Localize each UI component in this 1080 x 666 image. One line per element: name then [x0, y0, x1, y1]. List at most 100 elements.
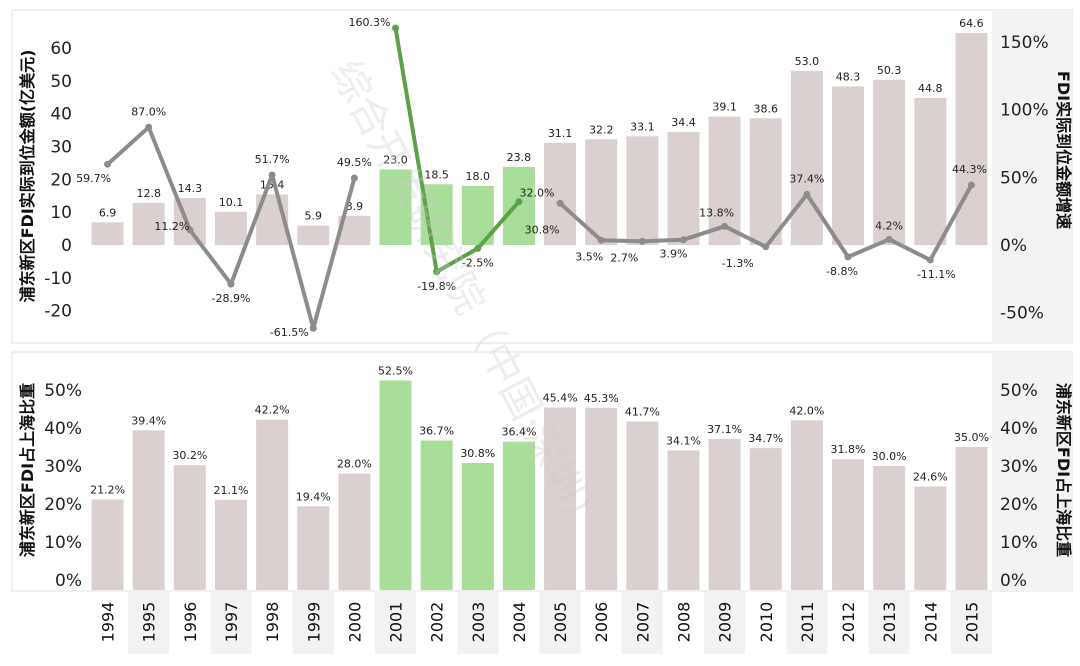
year-label: 2009: [716, 602, 735, 643]
growth-point: [145, 123, 153, 131]
year-label: 1997: [222, 602, 241, 643]
growth-point: [885, 235, 893, 243]
share-bar: [708, 439, 741, 590]
year-label: 2006: [592, 602, 611, 643]
growth-point: [515, 198, 523, 206]
share-label: 41.7%: [625, 406, 660, 419]
share-bar: [173, 465, 206, 590]
share-bar: [297, 506, 330, 590]
bottom-right-tick: 40%: [1000, 419, 1038, 439]
share-bar: [749, 448, 782, 590]
fdi-amount-bar: [955, 32, 988, 245]
share-label: 21.1%: [214, 484, 249, 497]
share-label: 39.4%: [131, 414, 166, 427]
top-left-tick: 30: [50, 138, 72, 158]
growth-point: [926, 256, 934, 264]
year-band: [621, 592, 663, 654]
bottom-left-tick: 40%: [44, 419, 82, 439]
share-label: 52.5%: [378, 365, 413, 378]
top-panel-frame: [11, 9, 1073, 344]
share-label: 36.7%: [419, 425, 454, 438]
growth-point: [350, 174, 358, 182]
fdi-amount-label: 18.5: [424, 168, 449, 181]
fdi-amount-label: 34.4: [671, 116, 696, 129]
share-bar: [132, 430, 165, 590]
growth-label: 87.0%: [131, 105, 166, 118]
year-band: [457, 592, 499, 654]
fdi-amount-label: 10.1: [219, 196, 244, 209]
fdi-amount-label: 12.8: [136, 187, 161, 200]
share-label: 37.1%: [707, 423, 742, 436]
top-left-axis-title: 浦东新区FDI实际到位金额(亿美元): [18, 50, 37, 303]
year-label: 2011: [798, 602, 817, 643]
growth-point: [433, 268, 441, 276]
bottom-left-tick: 10%: [44, 533, 82, 553]
share-label: 21.2%: [90, 483, 125, 496]
top-right-axis-title: FDI实际到位金额增速: [1054, 71, 1073, 229]
share-bar: [914, 486, 947, 590]
fdi-amount-label: 44.8: [918, 82, 943, 95]
bottom-left-tick: 30%: [44, 457, 82, 477]
growth-label: -19.8%: [417, 280, 456, 293]
growth-point: [803, 190, 811, 198]
share-label: 36.4%: [501, 426, 536, 439]
bottom-left-tick: 50%: [44, 381, 82, 401]
growth-point: [638, 237, 646, 245]
year-band: [868, 592, 910, 654]
year-label: 2014: [921, 602, 940, 643]
share-label: 28.0%: [337, 458, 372, 471]
fdi-amount-label: 38.6: [754, 102, 779, 115]
growth-label: -28.9%: [212, 292, 251, 305]
fdi-amount-label: 39.1: [712, 101, 737, 114]
fdi-amount-bar: [91, 222, 124, 245]
top-right-tick: 0%: [1000, 236, 1027, 256]
top-left-tick: -10: [44, 269, 72, 289]
growth-label: 160.3%: [349, 16, 391, 29]
growth-point: [721, 222, 729, 230]
fdi-amount-bar: [585, 139, 618, 245]
year-label: 2008: [675, 602, 694, 643]
growth-label: -61.5%: [270, 326, 309, 339]
year-band: [786, 592, 828, 654]
fdi-amount-bar: [749, 118, 782, 245]
share-label: 45.3%: [584, 392, 619, 405]
fdi-amount-bar: [667, 132, 700, 245]
fdi-amount-label: 31.1: [548, 127, 573, 140]
share-bar: [338, 473, 371, 590]
fdi-amount-label: 5.9: [305, 210, 323, 223]
bottom-right-tick: 20%: [1000, 495, 1038, 515]
growth-label: 32.0%: [519, 187, 554, 200]
growth-point: [679, 236, 687, 244]
growth-label: 2.7%: [610, 251, 638, 264]
fdi-amount-bar: [832, 86, 865, 245]
fdi-amount-bar: [502, 166, 535, 245]
share-label: 45.4%: [543, 391, 578, 404]
fdi-amount-label: 32.2: [589, 123, 614, 136]
growth-label: 4.2%: [875, 219, 903, 232]
top-right-tick: 50%: [1000, 168, 1038, 188]
year-label: 1998: [263, 602, 282, 643]
year-label: 2005: [551, 602, 570, 643]
year-label: 1999: [304, 602, 323, 643]
growth-point: [597, 236, 605, 244]
year-band: [950, 592, 992, 654]
growth-point: [268, 171, 276, 179]
year-band: [539, 592, 581, 654]
growth-point: [474, 244, 482, 252]
share-label: 19.4%: [296, 490, 331, 503]
top-right-axis-strip: [992, 10, 1072, 343]
year-band: [210, 592, 252, 654]
share-label: 30.2%: [172, 449, 207, 462]
fdi-amount-label: 18.0: [466, 170, 491, 183]
share-label: 42.0%: [789, 404, 824, 417]
year-label: 2001: [387, 602, 406, 643]
growth-label: 30.8%: [525, 223, 560, 236]
year-band: [292, 592, 334, 654]
growth-label: 37.4%: [789, 172, 824, 185]
fdi-amount-bar: [873, 79, 906, 246]
fdi-amount-bar: [626, 136, 659, 245]
bottom-right-tick: 30%: [1000, 457, 1038, 477]
year-band: [374, 592, 417, 654]
